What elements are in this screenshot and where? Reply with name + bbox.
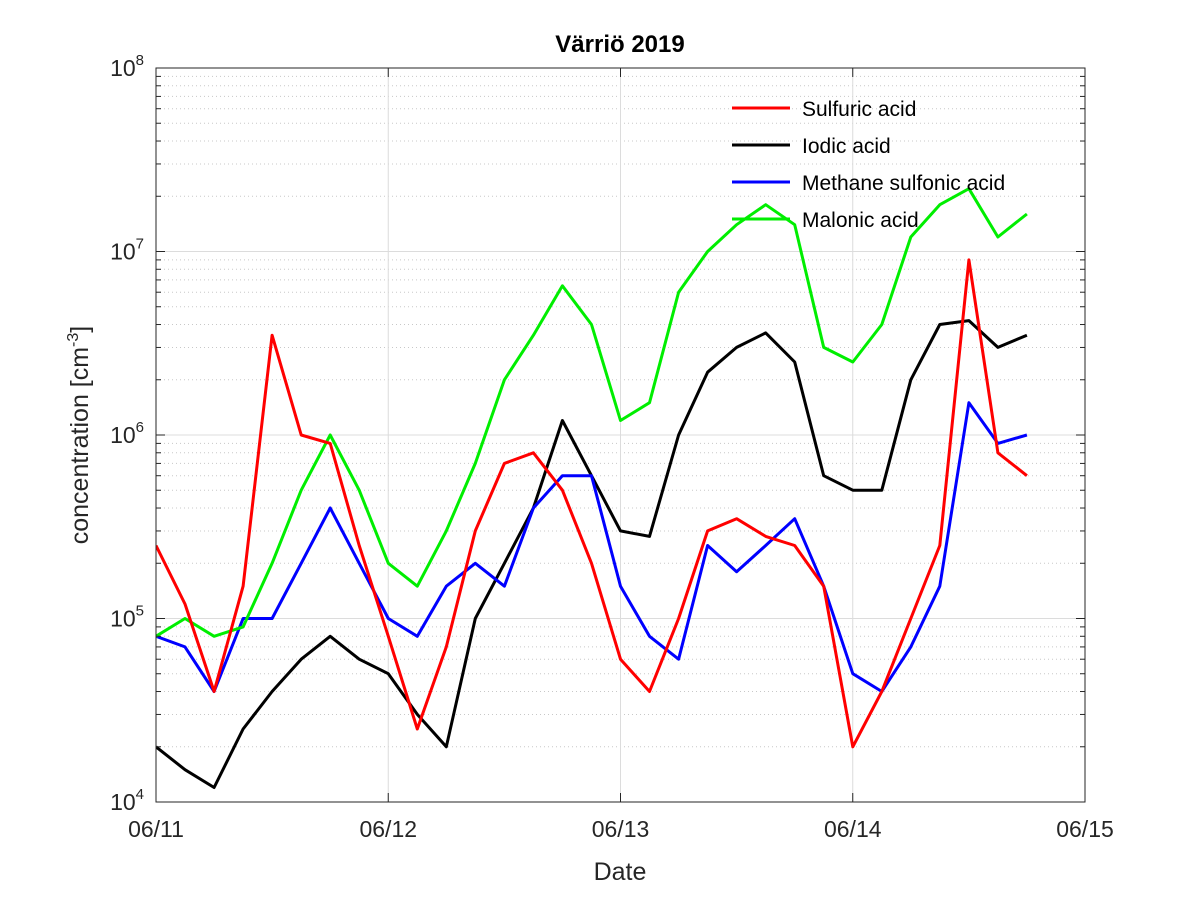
y-tick-label: 105 [110, 603, 144, 632]
x-axis-label: Date [594, 858, 647, 886]
series-line-malonic-acid [156, 187, 1028, 638]
y-tick-label: 106 [110, 419, 144, 448]
y-axis-label-suffix: ] [66, 326, 94, 333]
y-axis-label-main: concentration [cm [66, 347, 94, 544]
x-tick-label: 06/11 [128, 816, 184, 842]
legend-label-malonic-acid: Malonic acid [802, 209, 919, 232]
y-axis-label: concentration [cm-3] [65, 326, 94, 545]
legend-label-methane-sulfonic-acid: Methane sulfonic acid [802, 172, 1005, 195]
y-tick-label: 107 [110, 236, 144, 265]
legend: Sulfuric acid Iodic acid Methane sulfonic … [732, 98, 1005, 232]
axis-ticks [155, 67, 1086, 803]
x-tick-label: 06/15 [1056, 816, 1114, 842]
y-tick-labels: 104 105 106 107 108 [110, 52, 144, 815]
series-layer [156, 187, 1028, 789]
x-tick-label: 06/14 [824, 816, 882, 842]
chart-title: Värriö 2019 [555, 31, 684, 58]
y-tick-label: 104 [110, 786, 144, 815]
legend-label-sulfuric-acid: Sulfuric acid [802, 98, 916, 121]
x-tick-labels: 06/11 06/12 06/13 06/14 06/15 [128, 816, 1114, 842]
y-axis-label-sup: -3 [65, 333, 82, 347]
series-line-sulfuric-acid [156, 258, 1028, 749]
x-tick-label: 06/12 [359, 816, 417, 842]
y-tick-label: 108 [110, 52, 144, 81]
legend-label-iodic-acid: Iodic acid [802, 135, 891, 158]
x-tick-label: 06/13 [592, 816, 650, 842]
